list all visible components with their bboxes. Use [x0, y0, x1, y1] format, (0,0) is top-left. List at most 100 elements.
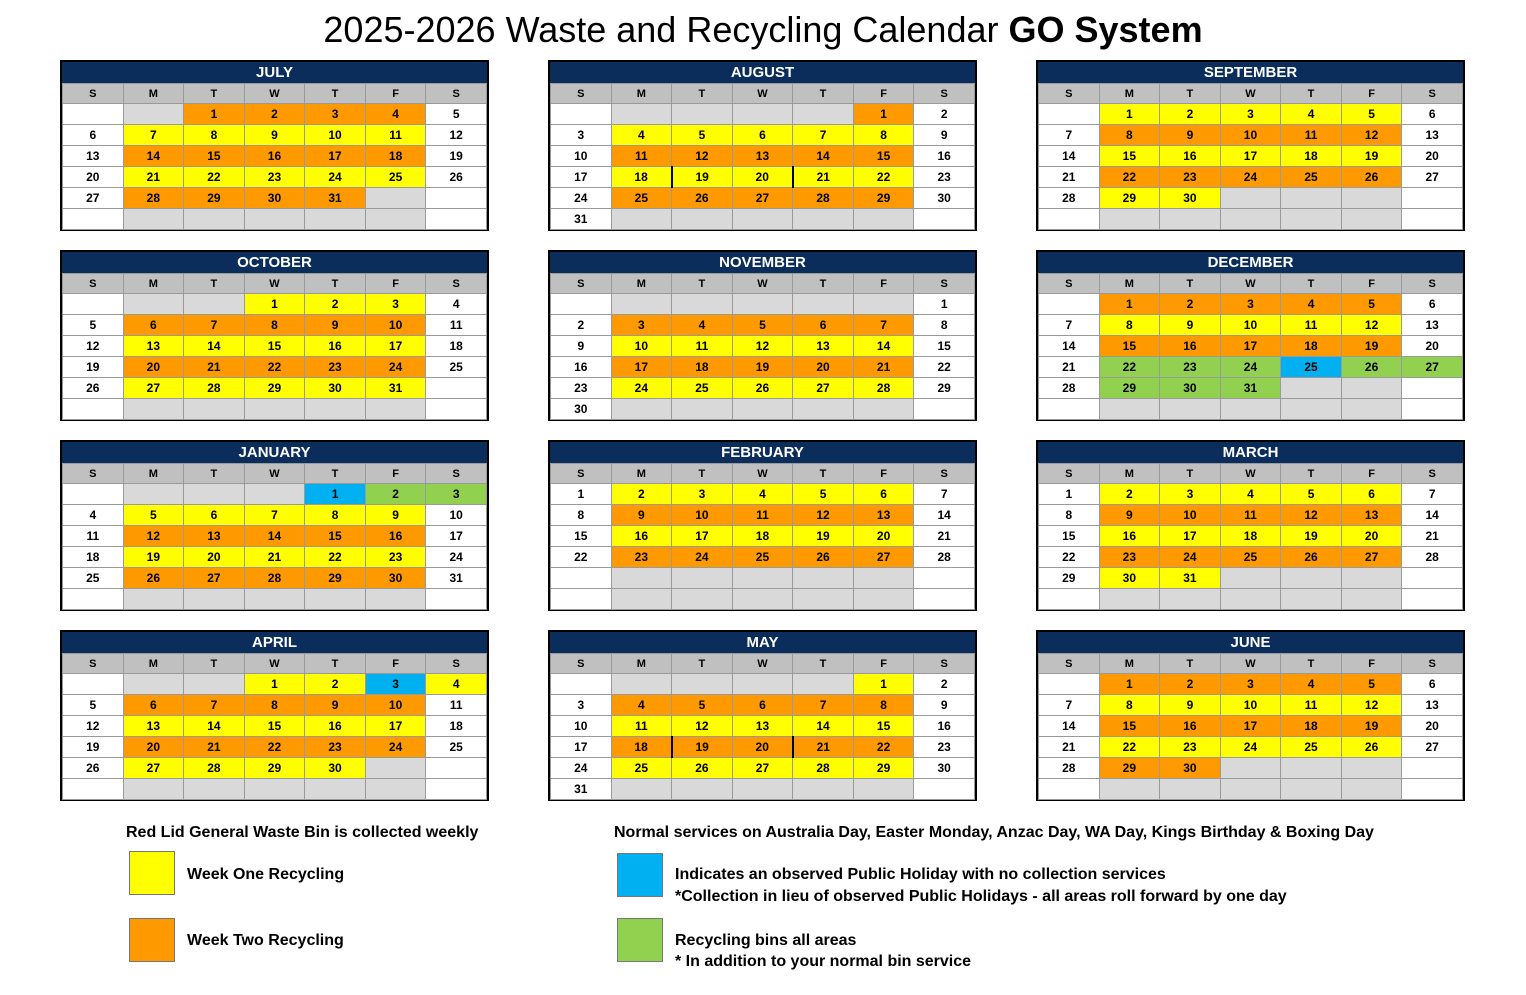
day-cell: 14: [913, 504, 975, 526]
week-row: 30: [550, 398, 975, 420]
day-cell: 23: [304, 736, 366, 758]
day-cell: 21: [791, 736, 854, 758]
month-name: NOVEMBER: [550, 252, 975, 273]
day-cell: 4: [610, 694, 673, 716]
week-row: 6 7 8 9 10 11 12: [62, 124, 487, 146]
day-cell: 12: [1340, 124, 1403, 146]
month-name: JANUARY: [62, 442, 487, 463]
week-row: 27 28 29 30 31: [62, 187, 487, 209]
day-cell: 9: [243, 124, 306, 146]
month-table: S M T W T F S 1 2 3 4 5 6 7 8 9 10 11 12 13 14 15 16 17 18 19 20 21…: [62, 463, 487, 610]
day-cell: 3: [364, 293, 427, 315]
day-cell: 1: [1098, 103, 1161, 125]
day-cell: 10: [1219, 694, 1282, 716]
month-april: APRIL S M T W T F S 1 2 3 4 5 6 7 8 9 10 11 12 13 14 15 16 17 18 1…: [60, 630, 489, 801]
week-row: [1038, 398, 1463, 420]
month-name: JUNE: [1038, 632, 1463, 653]
empty-cell: [1340, 377, 1403, 399]
week-row: 8 9 10 11 12 13 14: [1038, 504, 1463, 526]
day-cell: 17: [671, 525, 733, 547]
day-cell: 9: [913, 694, 975, 716]
day-cell: 23: [913, 736, 975, 758]
empty-cell: [1038, 103, 1100, 125]
day-cell: 4: [671, 314, 733, 336]
weekday-header: S: [913, 463, 975, 484]
day-cell: 28: [1038, 377, 1100, 399]
day-cell: 18: [364, 145, 427, 167]
empty-cell: [731, 567, 794, 589]
day-cell: 10: [304, 124, 366, 146]
day-cell: 30: [1159, 377, 1221, 399]
day-cell: 11: [1280, 314, 1342, 336]
week-row: 12 13 14 15 16 17 18: [62, 335, 487, 357]
empty-cell: [183, 398, 245, 420]
day-cell: 20: [792, 356, 854, 378]
day-cell: 8: [852, 694, 915, 716]
day-cell: 12: [731, 335, 794, 357]
day-cell: 2: [304, 673, 366, 695]
weekday-header: T: [1159, 463, 1221, 484]
day-cell: 2: [1159, 293, 1221, 315]
month-table: S M T W T F S 1 2 3 4 5 6 7 8 9 10 11 12 13 14 15 16 17 18 19 20 21…: [550, 463, 975, 610]
day-cell: 10: [671, 504, 733, 526]
weekday-header: T: [792, 273, 854, 294]
week-row: [62, 778, 487, 800]
day-cell: 8: [243, 694, 306, 716]
day-cell: 2: [913, 103, 975, 125]
weekday-header: M: [1098, 273, 1161, 294]
week-row: 5 6 7 8 9 10 11: [62, 314, 487, 336]
day-cell: 18: [610, 166, 673, 188]
day-cell: 25: [671, 377, 733, 399]
day-cell: 4: [1219, 483, 1282, 505]
day-cell: 17: [610, 356, 673, 378]
day-cell: 22: [243, 736, 306, 758]
month-september: SEPTEMBER S M T W T F S 1 2 3 4 5 6 7 8 9 10 11 12 13 14 15 16 1…: [1036, 60, 1465, 231]
weekday-header: W: [243, 273, 306, 294]
day-cell: 17: [364, 715, 427, 737]
weekday-header: F: [364, 83, 427, 104]
day-cell: 19: [1340, 715, 1403, 737]
day-cell: 29: [1098, 757, 1161, 779]
empty-cell: [913, 588, 975, 610]
day-cell: 28: [1038, 187, 1100, 209]
day-cell: 22: [550, 546, 612, 568]
day-cell: 6: [1401, 293, 1463, 315]
month-name: FEBRUARY: [550, 442, 975, 463]
day-cell: 1: [304, 483, 366, 505]
weekday-header: S: [62, 463, 124, 484]
day-cell: 27: [1401, 356, 1463, 378]
weekday-header: W: [731, 653, 794, 674]
weekday-header: T: [671, 463, 733, 484]
day-cell: 9: [364, 504, 427, 526]
day-cell: 16: [610, 525, 673, 547]
day-cell: 1: [243, 293, 306, 315]
weekday-header: F: [852, 83, 915, 104]
day-cell: 11: [425, 694, 487, 716]
day-cell: 26: [1340, 736, 1403, 758]
day-cell: 15: [1038, 525, 1100, 547]
empty-cell: [243, 208, 306, 230]
empty-cell: [671, 588, 733, 610]
day-cell: 29: [1098, 187, 1161, 209]
weekday-header: M: [122, 83, 185, 104]
day-cell: 21: [791, 166, 854, 188]
day-cell: 8: [550, 504, 612, 526]
week-row: 26 27 28 29 30 31: [62, 377, 487, 399]
all-areas-note: * In addition to your normal bin service: [675, 953, 972, 970]
empty-cell: [610, 208, 673, 230]
empty-cell: [1280, 187, 1342, 209]
day-cell: 27: [1401, 736, 1463, 758]
day-cell: 3: [550, 124, 612, 146]
day-cell: 13: [731, 145, 794, 167]
weekday-header: W: [1219, 653, 1282, 674]
day-cell: 7: [1038, 124, 1100, 146]
weekday-header: W: [243, 83, 306, 104]
empty-cell: [1038, 673, 1100, 695]
weekday-header: F: [364, 463, 427, 484]
